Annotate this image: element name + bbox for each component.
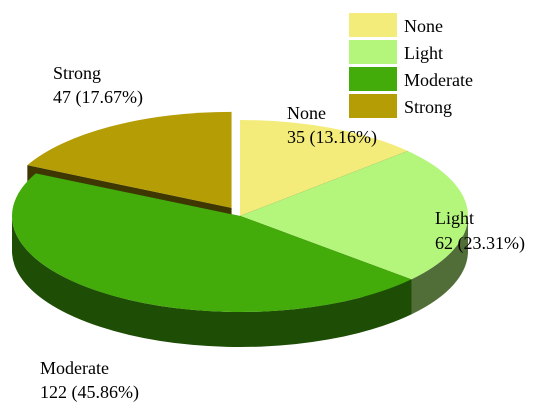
legend-swatch-strong bbox=[349, 94, 397, 118]
slice-none-top bbox=[240, 120, 408, 216]
label-strong-value: 47 (17.67%) bbox=[53, 87, 143, 108]
slice-moderate-top bbox=[12, 173, 412, 312]
legend-label-strong: Strong bbox=[404, 97, 452, 117]
legend-swatch-moderate bbox=[349, 67, 397, 91]
label-none-value: 35 (13.16%) bbox=[287, 127, 377, 148]
legend-swatch-light bbox=[349, 40, 397, 64]
slices-layer bbox=[12, 111, 468, 347]
legend-label-moderate: Moderate bbox=[404, 70, 473, 90]
legend-label-light: Light bbox=[404, 43, 443, 63]
labels-layer: None 35 (13.16%) Light 62 (23.31%) Moder… bbox=[40, 63, 525, 403]
legend-swatch-none bbox=[349, 13, 397, 37]
label-moderate-name: Moderate bbox=[40, 358, 109, 378]
slice-light-top bbox=[240, 150, 468, 280]
slice-light-side-0 bbox=[411, 216, 468, 315]
label-moderate-value: 122 (45.86%) bbox=[40, 382, 139, 403]
legend-label-none: None bbox=[404, 16, 443, 36]
slice-strong-top bbox=[27, 111, 232, 208]
label-none-name: None bbox=[287, 103, 326, 123]
label-light-name: Light bbox=[435, 208, 474, 228]
label-light-value: 62 (23.31%) bbox=[435, 233, 525, 254]
slice-moderate-side-0 bbox=[12, 216, 412, 347]
legend: None Light Moderate Strong bbox=[349, 13, 473, 118]
slice-moderate bbox=[12, 173, 412, 347]
label-strong-name: Strong bbox=[53, 63, 101, 83]
